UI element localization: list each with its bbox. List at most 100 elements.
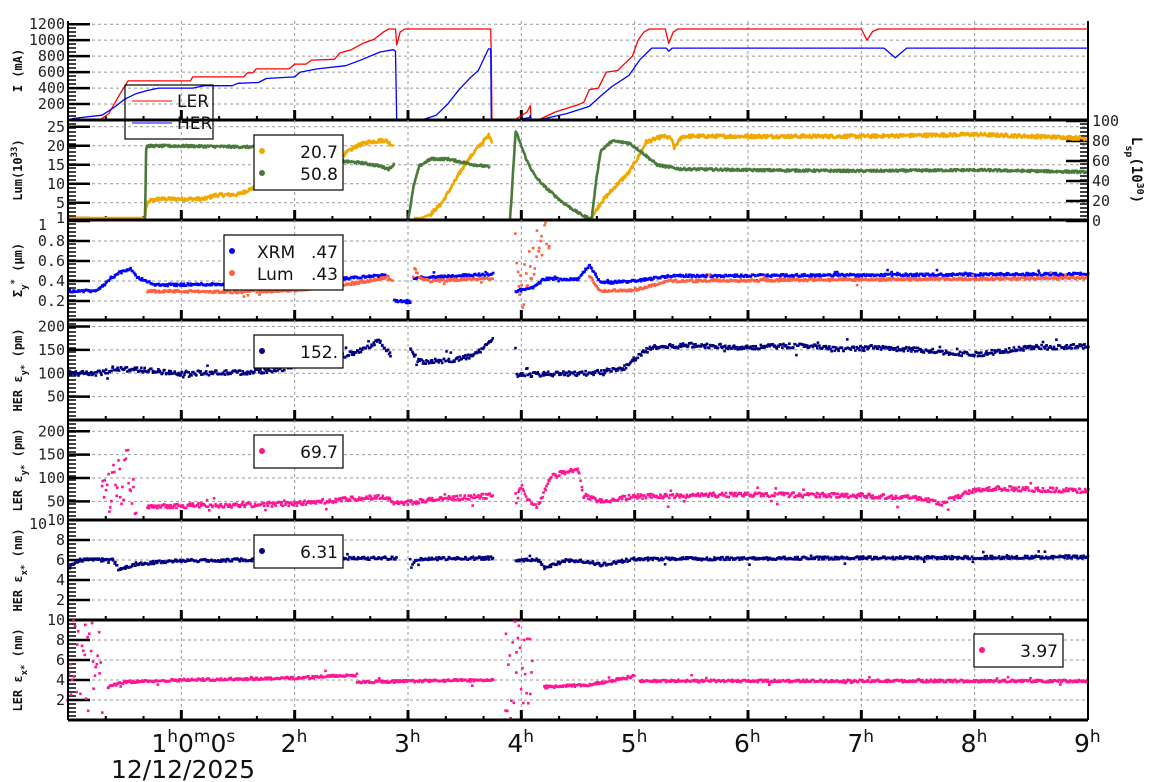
- data-point: [595, 284, 599, 288]
- data-point: [987, 273, 991, 277]
- data-point: [334, 500, 338, 504]
- data-point: [247, 371, 251, 374]
- data-point: [550, 372, 553, 376]
- data-point: [681, 556, 685, 559]
- data-point: [965, 278, 968, 282]
- data-point: [362, 274, 365, 278]
- data-point: [738, 346, 742, 349]
- data-point: [780, 278, 784, 281]
- data-point: [908, 347, 912, 351]
- data-point: [730, 556, 734, 560]
- data-point: [602, 369, 606, 372]
- data-point: [966, 352, 969, 355]
- data-point: [385, 496, 389, 499]
- data-point: [444, 359, 447, 363]
- data-point: [184, 559, 188, 563]
- data-point: [284, 503, 287, 506]
- data-point: [745, 344, 749, 348]
- data-point: [815, 495, 818, 499]
- data-point: [71, 290, 74, 294]
- data-point: [978, 354, 981, 358]
- data-point: [700, 558, 703, 562]
- data-point: [614, 369, 618, 373]
- data-point: [371, 275, 375, 278]
- data-point: [724, 491, 728, 495]
- data-point: [733, 493, 736, 497]
- data-point: [121, 485, 124, 489]
- data-point: [347, 278, 351, 281]
- data-point: [473, 496, 477, 499]
- data-point: [168, 372, 171, 376]
- data-point: [910, 347, 914, 350]
- data-point: [835, 496, 838, 499]
- data-point: [944, 349, 948, 353]
- data-point: [625, 557, 628, 561]
- data-point: [266, 290, 269, 294]
- data-point: [732, 344, 736, 347]
- data-point: [641, 287, 644, 291]
- data-point: [452, 498, 455, 501]
- data-point: [485, 497, 488, 500]
- data-point: [1038, 347, 1041, 350]
- data-point: [118, 467, 121, 471]
- data-point: [945, 500, 949, 504]
- data-point: [633, 495, 636, 499]
- data-point: [630, 496, 633, 499]
- data-point: [120, 567, 124, 571]
- data-point: [199, 504, 203, 508]
- data-point: [171, 290, 175, 294]
- data-point: [580, 485, 584, 489]
- data-point: [149, 288, 153, 292]
- data-point: [411, 502, 414, 506]
- data-point: [973, 273, 977, 276]
- data-point: [745, 493, 749, 496]
- series-line-her: [67, 47, 1088, 121]
- y-tick-label: 10: [47, 175, 65, 193]
- data-point: [552, 278, 555, 281]
- data-point: [635, 289, 639, 292]
- data-point: [188, 283, 191, 287]
- data-point: [760, 346, 763, 349]
- data-point: [941, 500, 944, 504]
- data-point: [637, 353, 641, 356]
- data-point: [648, 345, 652, 349]
- data-point: [683, 500, 686, 503]
- data-point: [1041, 487, 1045, 490]
- data-point: [354, 351, 357, 354]
- data-point: [357, 351, 361, 354]
- data-point: [977, 351, 980, 355]
- data-point: [789, 346, 792, 350]
- data-point: [987, 352, 991, 355]
- data-point: [238, 505, 242, 509]
- y-label-part: (nm): [11, 528, 25, 564]
- data-point: [805, 274, 808, 278]
- data-point: [762, 278, 766, 282]
- data-point: [151, 560, 155, 563]
- data-point: [641, 350, 644, 354]
- data-point: [132, 271, 136, 275]
- data-point: [637, 279, 640, 282]
- data-point: [642, 277, 645, 281]
- data-point: [785, 274, 789, 278]
- data-point: [705, 280, 708, 283]
- data-point: [783, 557, 787, 561]
- y-label-part: LER ε: [11, 475, 25, 511]
- data-point: [577, 276, 581, 279]
- data-point: [726, 555, 729, 559]
- data-point: [1023, 278, 1027, 281]
- data-point: [551, 374, 555, 378]
- data-point: [314, 502, 318, 505]
- data-point: [417, 501, 421, 505]
- data-point: [1068, 277, 1071, 280]
- data-point: [114, 483, 117, 487]
- data-point: [153, 288, 156, 292]
- data-point: [150, 367, 153, 370]
- y-tick-label: 0.4: [38, 272, 65, 290]
- data-point: [594, 499, 598, 502]
- data-point: [1046, 348, 1049, 351]
- data-point: [440, 278, 443, 281]
- data-point: [79, 371, 82, 375]
- data-point: [443, 493, 447, 496]
- data-point: [909, 279, 913, 282]
